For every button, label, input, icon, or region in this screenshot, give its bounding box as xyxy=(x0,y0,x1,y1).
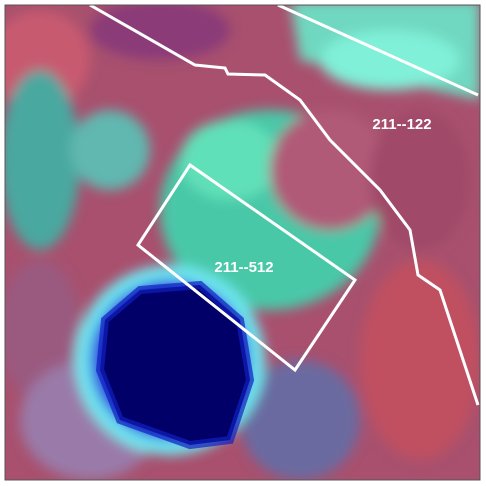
satellite-image xyxy=(0,0,480,480)
map: 211--122 211--512 xyxy=(0,0,486,486)
parcel-label: 211--512 xyxy=(214,259,273,276)
parcel-label: 211--122 xyxy=(372,116,431,133)
